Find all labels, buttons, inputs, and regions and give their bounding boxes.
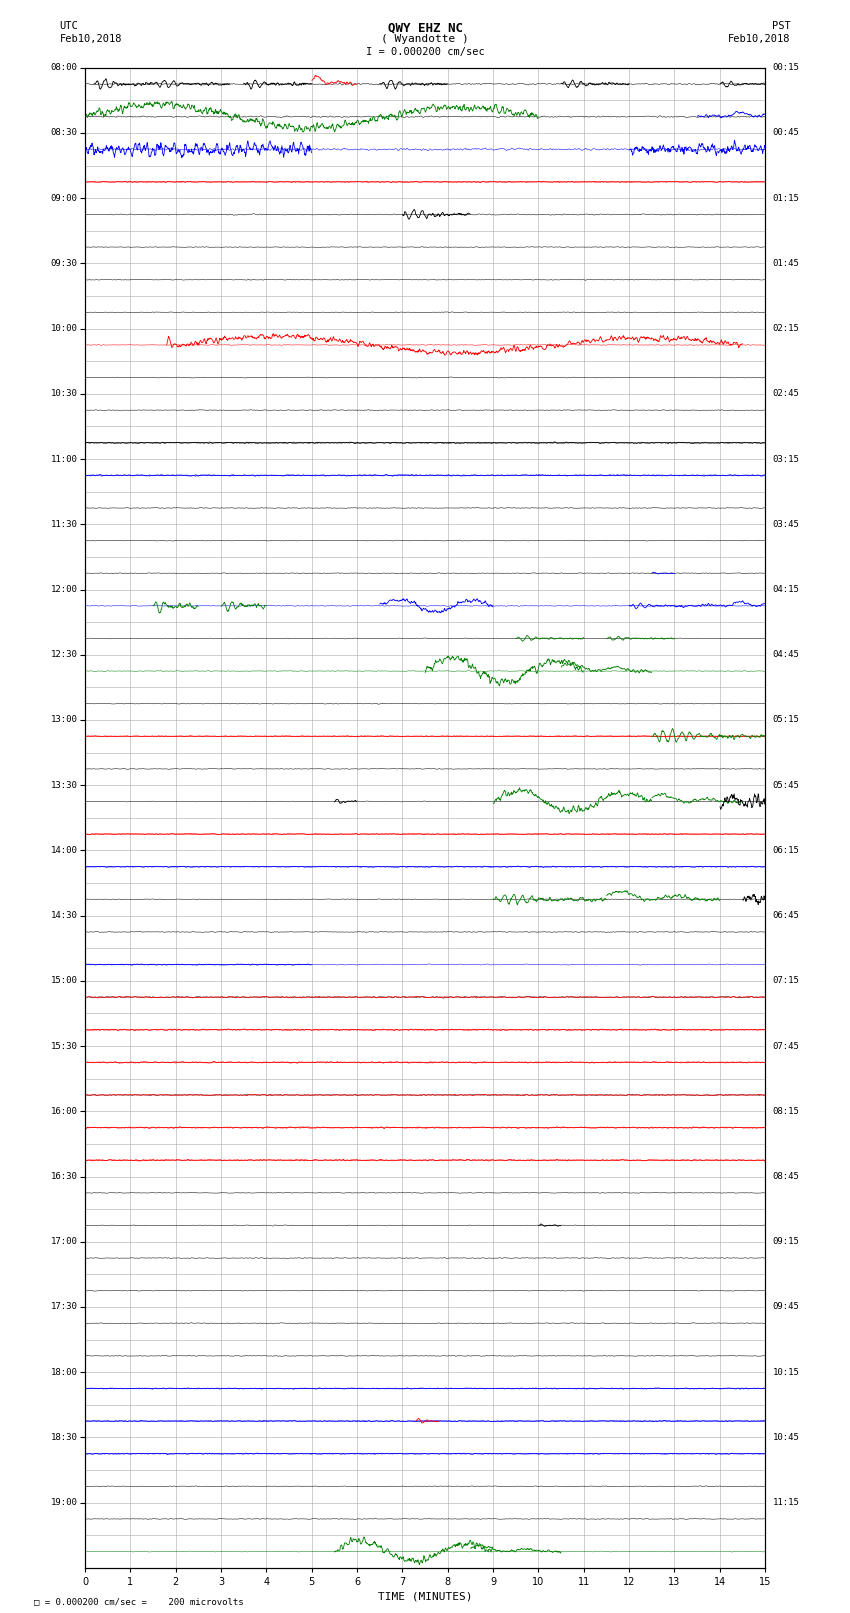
Text: Feb10,2018: Feb10,2018 [60, 34, 122, 44]
Text: I = 0.000200 cm/sec: I = 0.000200 cm/sec [366, 47, 484, 56]
Text: UTC: UTC [60, 21, 78, 31]
Text: ( Wyandotte ): ( Wyandotte ) [381, 34, 469, 44]
X-axis label: TIME (MINUTES): TIME (MINUTES) [377, 1590, 473, 1602]
Text: Feb10,2018: Feb10,2018 [728, 34, 791, 44]
Text: □ = 0.000200 cm/sec =    200 microvolts: □ = 0.000200 cm/sec = 200 microvolts [34, 1597, 244, 1607]
Text: PST: PST [772, 21, 791, 31]
Text: QWY EHZ NC: QWY EHZ NC [388, 21, 462, 34]
